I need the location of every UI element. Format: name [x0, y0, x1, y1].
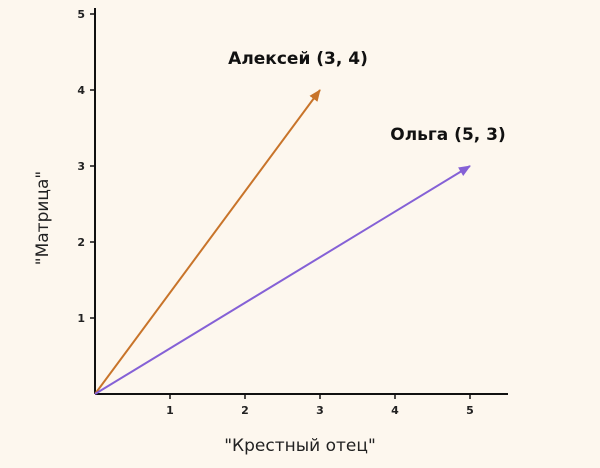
y-tick-label: 2 — [77, 236, 85, 249]
x-tick-label: 5 — [466, 404, 474, 417]
x-tick-label: 4 — [391, 404, 399, 417]
y-tick-label: 5 — [77, 8, 85, 21]
vector-label: Ольга (5, 3) — [390, 125, 506, 145]
y-tick-label: 3 — [77, 160, 85, 173]
x-tick-label: 3 — [316, 404, 324, 417]
x-tick-label: 2 — [241, 404, 249, 417]
y-axis-title: "Матрица" — [33, 171, 53, 265]
x-axis-title: "Крестный отец" — [224, 436, 376, 456]
vector-arrow — [94, 165, 471, 395]
y-tick-label: 4 — [77, 84, 85, 97]
x-tick-label: 1 — [166, 404, 174, 417]
vector-label: Алексей (3, 4) — [228, 49, 368, 69]
vector-arrow — [94, 89, 321, 395]
y-tick-label: 1 — [77, 312, 85, 325]
